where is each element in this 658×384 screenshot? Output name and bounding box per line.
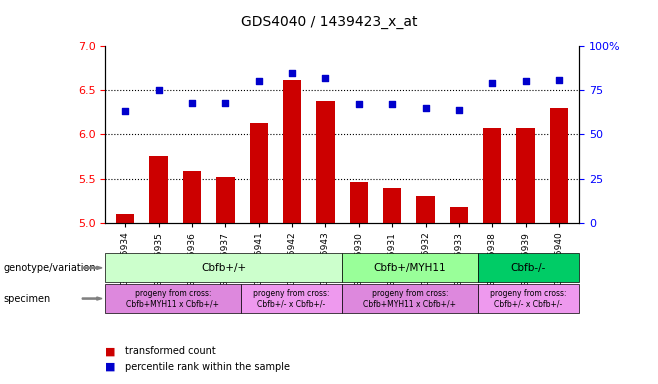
Point (554, 76, 565, 83)
Text: GDS4040 / 1439423_x_at: GDS4040 / 1439423_x_at (241, 15, 417, 29)
Point (453, 107, 464, 113)
Bar (483, 128, 501, 223)
Text: Cbfb-/-: Cbfb-/- (511, 263, 546, 273)
Text: transformed count: transformed count (125, 346, 216, 356)
Text: percentile rank within the sample: percentile rank within the sample (125, 362, 290, 372)
Text: ■: ■ (105, 362, 116, 372)
Text: Cbfb+/MYH11: Cbfb+/MYH11 (374, 263, 446, 273)
Point (220, 99, 231, 106)
Bar (116, 214, 134, 223)
Text: specimen: specimen (3, 293, 51, 304)
Point (487, 80, 497, 86)
Text: ■: ■ (105, 346, 116, 356)
Bar (149, 157, 168, 223)
Bar (183, 172, 201, 223)
Text: progeny from cross:
Cbfb+/- x Cbfb+/-: progeny from cross: Cbfb+/- x Cbfb+/- (490, 289, 567, 308)
Text: Cbfb+/+: Cbfb+/+ (201, 263, 246, 273)
Bar (550, 108, 569, 223)
Bar (417, 196, 435, 223)
Point (353, 101, 364, 108)
Bar (349, 182, 368, 223)
Bar (283, 79, 301, 223)
Bar (517, 128, 535, 223)
Bar (383, 188, 401, 223)
Bar (450, 207, 468, 223)
Point (153, 87, 164, 93)
Point (320, 75, 331, 81)
Text: genotype/variation: genotype/variation (3, 263, 96, 273)
Point (520, 78, 531, 84)
Point (253, 78, 264, 84)
Point (387, 101, 397, 108)
Text: progeny from cross:
Cbfb+MYH11 x Cbfb+/+: progeny from cross: Cbfb+MYH11 x Cbfb+/+ (126, 289, 220, 308)
Bar (249, 123, 268, 223)
Bar (316, 101, 335, 223)
Point (287, 70, 297, 76)
Text: progeny from cross:
Cbfb+MYH11 x Cbfb+/+: progeny from cross: Cbfb+MYH11 x Cbfb+/+ (363, 289, 457, 308)
Point (420, 105, 431, 111)
Bar (216, 177, 234, 223)
Text: progeny from cross:
Cbfb+/- x Cbfb+/-: progeny from cross: Cbfb+/- x Cbfb+/- (253, 289, 330, 308)
Point (187, 99, 197, 106)
Point (120, 108, 130, 114)
